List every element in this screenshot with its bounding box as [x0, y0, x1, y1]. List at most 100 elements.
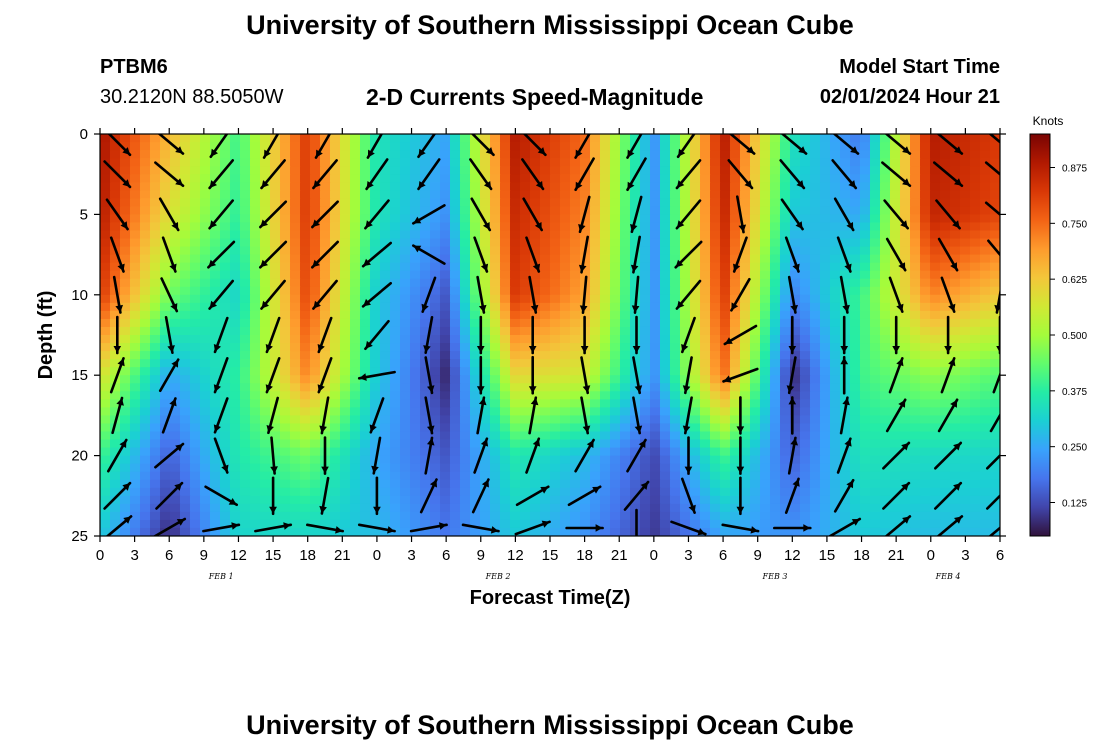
heatmap-cell — [390, 158, 401, 167]
vector-head — [950, 262, 958, 271]
heatmap-cell — [240, 278, 251, 288]
heatmap-cell — [110, 527, 121, 536]
heatmap-cell — [230, 359, 241, 368]
heatmap-cell — [380, 479, 391, 489]
heatmap-cell — [990, 214, 1000, 224]
heatmap-cell — [410, 447, 421, 457]
heatmap-cell — [960, 238, 971, 248]
heatmap-cell — [870, 439, 881, 449]
heatmap-cell — [570, 326, 581, 336]
heatmap-cell — [130, 254, 141, 264]
heatmap-cell — [370, 335, 381, 344]
heatmap-cell — [700, 431, 711, 441]
heatmap-cell — [290, 158, 301, 167]
heatmap-cell — [610, 214, 621, 224]
heatmap-cell — [700, 495, 711, 505]
heatmap-cell — [180, 519, 191, 529]
vector-head — [427, 385, 435, 393]
heatmap-cell — [750, 487, 761, 497]
heatmap-cell — [580, 367, 591, 376]
heatmap-cell — [860, 278, 871, 288]
heatmap-cell — [510, 254, 521, 264]
heatmap-cell — [920, 158, 931, 167]
heatmap-cell — [510, 286, 521, 296]
heatmap-cell — [860, 431, 871, 441]
heatmap-cell — [520, 326, 531, 336]
heatmap-cell — [350, 166, 361, 175]
heatmap-cell — [360, 455, 371, 465]
heatmap-cell — [390, 230, 401, 240]
vector-head — [418, 181, 426, 189]
heatmap-cell — [780, 351, 791, 360]
heatmap-cell — [810, 359, 821, 368]
heatmap-cell — [990, 519, 1000, 529]
heatmap-cell — [120, 399, 131, 408]
heatmap-cell — [770, 391, 781, 400]
heatmap-cell — [920, 343, 931, 352]
heatmap-cell — [150, 270, 161, 280]
heatmap-cell — [680, 471, 691, 481]
heatmap-cell — [850, 134, 861, 143]
heatmap-cell — [340, 238, 351, 248]
heatmap-cell — [370, 270, 381, 280]
heatmap-cell — [660, 270, 671, 280]
heatmap-cell — [150, 367, 161, 376]
vector-head — [534, 222, 542, 230]
heatmap-cell — [120, 415, 131, 425]
heatmap-cell — [120, 487, 131, 497]
heatmap-cell — [180, 431, 191, 441]
heatmap-cell — [900, 495, 911, 505]
heatmap-cell — [720, 479, 731, 489]
heatmap-cell — [920, 190, 931, 199]
heatmap-cell — [420, 222, 431, 232]
heatmap-cell — [430, 294, 441, 304]
heatmap-cell — [730, 230, 741, 240]
heatmap-cell — [820, 254, 831, 264]
current-vector — [632, 315, 641, 355]
heatmap-cell — [700, 399, 711, 408]
current-vector — [470, 134, 495, 157]
current-vector — [937, 237, 959, 272]
heatmap-cell — [980, 318, 991, 328]
heatmap-cell — [860, 190, 871, 199]
heatmap-cell — [690, 238, 701, 248]
vector-head — [120, 221, 128, 230]
heatmap-cell — [520, 375, 531, 384]
heatmap-cell — [890, 238, 901, 248]
heatmap-cell — [210, 326, 221, 336]
current-vector — [473, 437, 489, 474]
heatmap-cell — [450, 375, 461, 384]
heatmap-cell — [210, 511, 221, 521]
heatmap-cell — [900, 391, 911, 400]
heatmap-cell — [930, 391, 941, 400]
heatmap-cell — [110, 391, 121, 400]
heatmap-cell — [220, 270, 231, 280]
heatmap-cell — [480, 318, 491, 328]
heatmap-cell — [350, 254, 361, 264]
heatmap-cell — [720, 142, 731, 151]
heatmap-cell — [420, 463, 431, 473]
heatmap-cell — [710, 439, 721, 449]
heatmap-cell — [890, 391, 901, 400]
heatmap-cell — [480, 383, 491, 392]
heatmap-cell — [850, 527, 861, 536]
current-vector — [684, 436, 693, 475]
heatmap-cell — [350, 423, 361, 433]
heatmap-cell — [470, 423, 481, 433]
heatmap-cell — [700, 270, 711, 280]
heatmap-cell — [490, 174, 501, 183]
heatmap-cell — [280, 343, 291, 352]
heatmap-cell — [780, 415, 791, 425]
heatmap-cell — [480, 527, 491, 536]
heatmap-cell — [100, 463, 111, 473]
heatmap-cell — [220, 310, 231, 320]
heatmap-cell — [560, 399, 571, 408]
heatmap-cell — [480, 270, 491, 280]
heatmap-cell — [340, 359, 351, 368]
heatmap-cell — [240, 519, 251, 529]
vector-head — [169, 398, 177, 407]
heatmap-cell — [970, 455, 981, 465]
heatmap-cell — [210, 198, 221, 207]
heatmap-cell — [400, 214, 411, 224]
heatmap-cell — [950, 391, 961, 400]
